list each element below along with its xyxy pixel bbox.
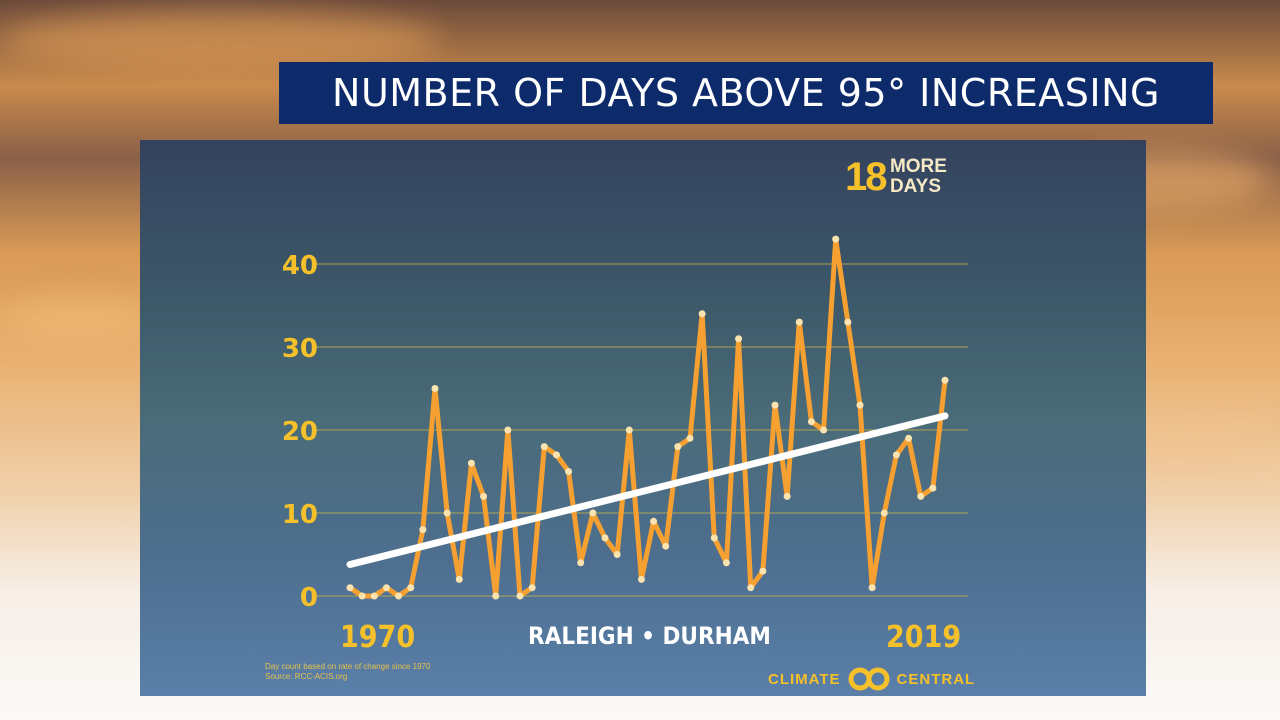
data-point <box>905 434 913 442</box>
trend-line <box>346 412 949 568</box>
data-point <box>480 492 488 500</box>
data-point <box>419 526 427 534</box>
climate-central-logo: CLIMATE CENTRAL <box>768 667 975 691</box>
y-tick-label: 20 <box>282 417 318 447</box>
data-point <box>686 434 694 442</box>
logo-text-right: CENTRAL <box>896 670 976 688</box>
data-point <box>832 235 840 243</box>
data-point <box>370 592 378 600</box>
y-tick-label: 30 <box>282 334 318 364</box>
chart-title: NUMBER OF DAYS ABOVE 95° INCREASING <box>279 62 1213 124</box>
data-point <box>856 401 864 409</box>
data-point <box>735 335 743 343</box>
data-point <box>795 318 803 326</box>
data-point <box>941 376 949 384</box>
data-point <box>929 484 937 492</box>
data-point <box>650 517 658 525</box>
data-point <box>540 443 548 451</box>
data-point <box>844 318 852 326</box>
chart-panel: 0 10 20 30 40 18 MORE DAYS 1970 2019 RALEIGH … <box>140 140 1146 696</box>
data-point <box>662 542 670 550</box>
data-point <box>552 451 560 459</box>
data-point <box>722 559 730 567</box>
data-point <box>516 592 524 600</box>
line-chart: 0 10 20 30 40 <box>282 235 968 613</box>
y-tick-label: 0 <box>300 583 318 613</box>
data-point <box>601 534 609 542</box>
end-year-label: 2019 <box>886 620 962 655</box>
location-label: RALEIGH • DURHAM <box>528 622 771 650</box>
data-point <box>674 443 682 451</box>
data-point <box>431 385 439 392</box>
data-point <box>504 426 512 434</box>
data-point <box>747 584 755 592</box>
data-point <box>407 584 415 592</box>
data-point <box>917 492 925 500</box>
data-point <box>565 468 573 475</box>
cloud <box>0 300 160 340</box>
start-year-label: 1970 <box>340 620 416 655</box>
data-point <box>892 451 900 459</box>
footnote-method: Day count based on rate of change since … <box>265 662 431 671</box>
more-days-line2: DAYS <box>889 176 941 197</box>
y-tick-label: 40 <box>282 251 318 281</box>
data-point <box>443 509 451 517</box>
logo-text-left: CLIMATE <box>768 670 841 688</box>
data-point <box>492 592 500 600</box>
data-point <box>783 492 791 500</box>
data-point <box>528 584 536 592</box>
data-point <box>807 418 815 426</box>
data-point <box>395 592 403 600</box>
cloud <box>0 10 440 70</box>
data-point <box>710 534 718 542</box>
data-point <box>771 401 779 409</box>
footnotes: Day count based on rate of change since … <box>265 662 430 682</box>
data-point <box>820 426 828 434</box>
logo-rings-icon <box>848 667 890 691</box>
data-point <box>467 459 475 467</box>
footnote-source: Source: RCC-ACIS.org <box>265 672 348 681</box>
more-days-badge: 18 MORE DAYS <box>845 155 947 199</box>
data-point <box>358 592 366 600</box>
data-point <box>346 584 354 592</box>
data-point <box>880 509 888 517</box>
data-point <box>589 509 597 517</box>
data-point <box>577 559 585 567</box>
data-point <box>455 575 463 583</box>
data-point <box>613 551 621 558</box>
data-line <box>348 236 948 599</box>
more-days-line1: MORE <box>889 156 947 177</box>
more-days-number: 18 <box>845 155 887 199</box>
data-point <box>625 426 633 434</box>
data-point <box>759 567 767 575</box>
data-point <box>382 584 390 592</box>
data-point <box>637 575 645 583</box>
y-tick-label: 10 <box>282 500 318 530</box>
data-point <box>698 310 706 318</box>
data-point <box>868 584 876 592</box>
